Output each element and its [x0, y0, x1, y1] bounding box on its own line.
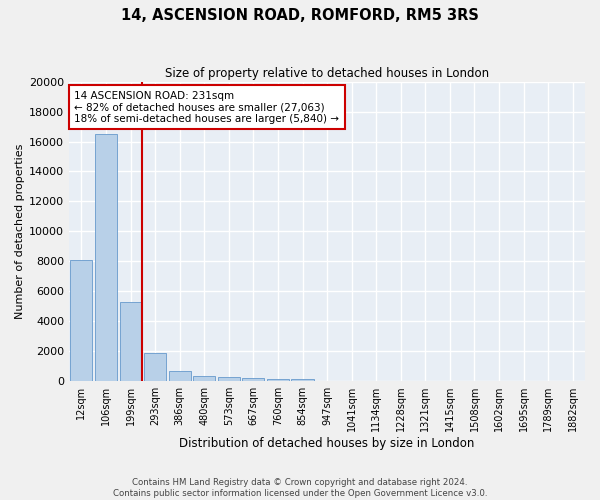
Y-axis label: Number of detached properties: Number of detached properties — [15, 144, 25, 319]
Bar — [70, 260, 92, 381]
Bar — [119, 302, 142, 381]
Bar — [267, 378, 289, 381]
Bar — [218, 377, 240, 381]
X-axis label: Distribution of detached houses by size in London: Distribution of detached houses by size … — [179, 437, 475, 450]
Bar — [95, 134, 117, 381]
Bar — [292, 379, 314, 381]
Bar — [144, 354, 166, 381]
Title: Size of property relative to detached houses in London: Size of property relative to detached ho… — [165, 68, 489, 80]
Text: Contains HM Land Registry data © Crown copyright and database right 2024.
Contai: Contains HM Land Registry data © Crown c… — [113, 478, 487, 498]
Text: 14, ASCENSION ROAD, ROMFORD, RM5 3RS: 14, ASCENSION ROAD, ROMFORD, RM5 3RS — [121, 8, 479, 22]
Bar — [169, 370, 191, 381]
Bar — [242, 378, 265, 381]
Bar — [193, 376, 215, 381]
Text: 14 ASCENSION ROAD: 231sqm
← 82% of detached houses are smaller (27,063)
18% of s: 14 ASCENSION ROAD: 231sqm ← 82% of detac… — [74, 90, 340, 124]
